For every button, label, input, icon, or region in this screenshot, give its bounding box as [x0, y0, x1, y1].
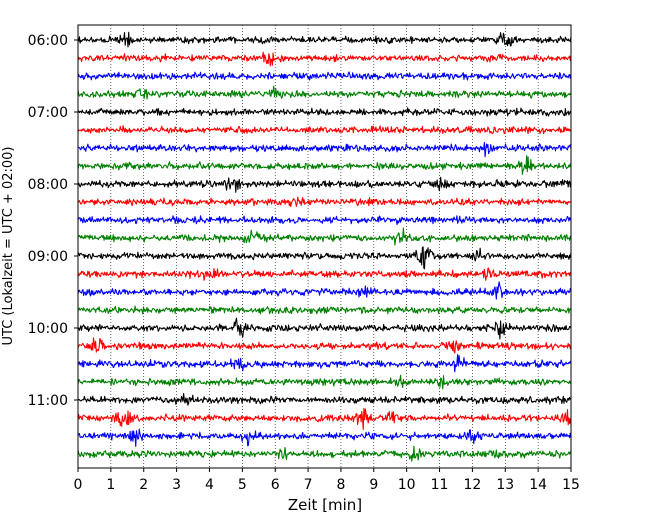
seismic-trace [77, 374, 572, 390]
seismic-trace [77, 85, 572, 100]
x-tick-label: 5 [238, 477, 247, 493]
x-tick-label: 2 [139, 477, 148, 493]
x-axis-label: Zeit [min] [288, 496, 362, 514]
seismic-trace [77, 407, 572, 430]
y-tick-label: 06:00 [28, 33, 68, 49]
vertical-grid [110, 25, 539, 468]
seismic-trace [77, 305, 572, 315]
x-tick-label: 4 [205, 477, 214, 493]
x-tick-label: 14 [529, 477, 547, 493]
x-tick-label: 13 [496, 477, 514, 493]
x-tick-label: 7 [304, 477, 313, 493]
seismic-trace [77, 227, 572, 246]
y-tick-label: 11:00 [28, 393, 68, 409]
seismic-trace [77, 281, 572, 300]
seismic-trace [77, 337, 572, 354]
y-tick-label: 08:00 [28, 177, 68, 193]
seismic-traces [77, 31, 572, 462]
seismic-trace [77, 51, 572, 67]
x-tick-label: 6 [271, 477, 280, 493]
x-tick-label: 10 [398, 477, 416, 493]
seismic-trace [77, 31, 572, 48]
x-tick-label: 15 [562, 477, 580, 493]
x-tick-label: 0 [74, 477, 83, 493]
seismic-trace [77, 155, 572, 175]
seismic-trace [77, 246, 572, 270]
y-tick-label: 07:00 [28, 105, 68, 121]
seismic-trace [77, 107, 572, 117]
x-tick-label: 3 [172, 477, 181, 493]
seismic-trace [77, 428, 572, 447]
y-tick-label: 09:00 [28, 249, 68, 265]
x-tick-label: 11 [431, 477, 449, 493]
y-axis-label: UTC (Lokalzeit = UTC + 02:00) [1, 147, 16, 346]
seismic-trace [77, 125, 572, 135]
seismic-trace [77, 445, 572, 462]
seismic-trace [77, 392, 572, 406]
seismic-trace [77, 196, 572, 207]
seismic-trace [77, 71, 572, 81]
seismic-trace [77, 141, 572, 158]
x-tick-label: 1 [106, 477, 115, 493]
seismic-trace [77, 354, 572, 373]
x-tick-label: 8 [336, 477, 345, 493]
plot-frame [77, 24, 572, 469]
seismic-trace [77, 176, 572, 193]
y-tick-label: 10:00 [28, 321, 68, 337]
seismic-trace [77, 215, 572, 226]
y-axis-ticks: 06:00 07:00 08:00 09:00 10:00 11:00 [28, 33, 78, 409]
seismic-trace [77, 267, 572, 281]
seismic-trace [77, 317, 572, 340]
x-axis-ticks: 0 1 2 3 4 5 6 7 8 9 10 11 12 13 14 15 [74, 468, 580, 493]
x-tick-label: 9 [369, 477, 378, 493]
x-tick-label: 12 [463, 477, 481, 493]
